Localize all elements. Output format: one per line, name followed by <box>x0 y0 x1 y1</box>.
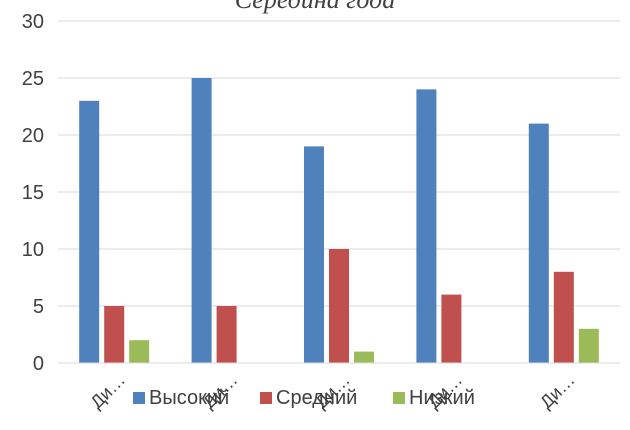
y-tick-label: 5 <box>33 296 44 318</box>
legend-swatch-Низкий <box>393 392 405 404</box>
legend-label: Средний <box>276 387 357 409</box>
y-tick-label: 30 <box>22 11 44 33</box>
legend-swatch-Высокий <box>133 392 145 404</box>
chart-title: Середина года <box>235 0 395 14</box>
bar-Средний-0 <box>104 306 125 363</box>
bar-Средний-1 <box>216 306 237 363</box>
bar-Средний-2 <box>329 249 349 363</box>
y-tick-label: 20 <box>22 125 44 147</box>
y-tick-label: 15 <box>22 182 44 204</box>
bar-Высокий-3 <box>416 89 437 364</box>
bar-Высокий-1 <box>191 78 212 363</box>
legend-label: Низкий <box>409 387 475 409</box>
x-category-label: Ди… <box>536 370 579 413</box>
bar-Низкий-4 <box>578 328 599 363</box>
bar-Высокий-0 <box>79 100 100 364</box>
bar-Низкий-2 <box>354 351 374 363</box>
bar-Высокий-4 <box>528 123 549 363</box>
x-category-label: Ди… <box>86 370 129 413</box>
legend-swatch-Средний <box>260 392 272 404</box>
y-tick-label: 10 <box>22 239 44 261</box>
y-tick-label: 25 <box>22 68 44 90</box>
bar-Высокий-2 <box>304 146 324 363</box>
bar-Средний-3 <box>441 294 462 363</box>
bar-Низкий-0 <box>129 340 150 363</box>
legend-label: Высокий <box>149 387 229 409</box>
y-tick-label: 0 <box>33 353 44 375</box>
bar-Средний-4 <box>553 271 574 363</box>
